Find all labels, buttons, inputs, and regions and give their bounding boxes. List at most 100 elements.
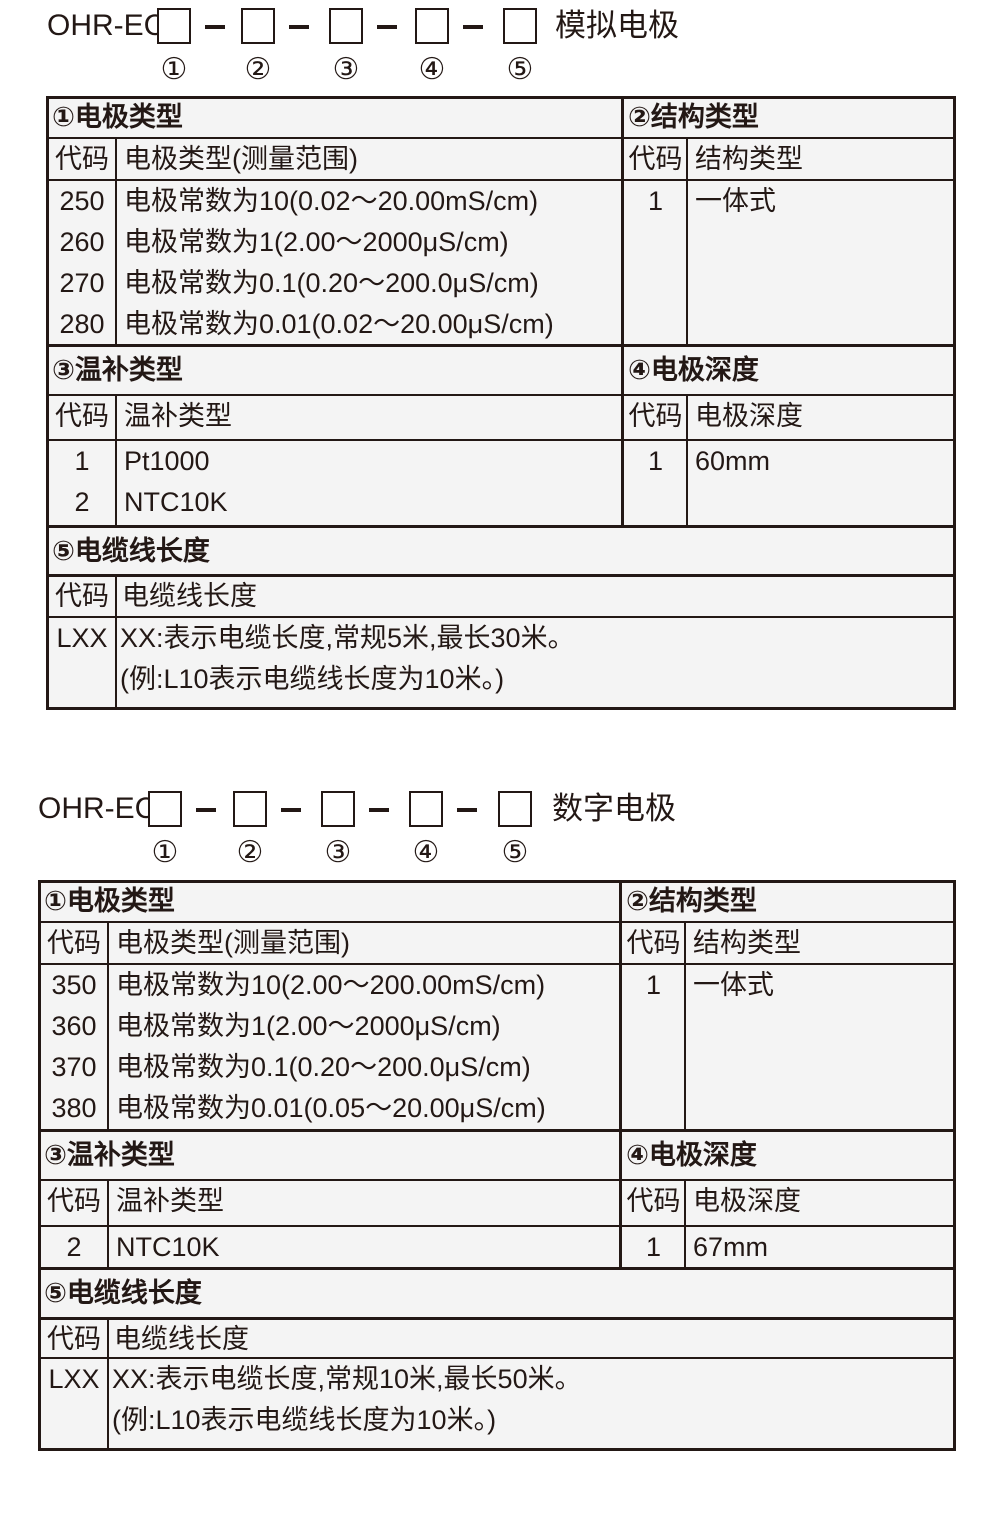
code-slot-box[interactable]	[409, 791, 443, 827]
dash	[281, 808, 301, 812]
divider	[620, 1179, 956, 1181]
code-slot-box[interactable]	[241, 8, 275, 44]
electrode-type-row-code: 360	[51, 1011, 97, 1041]
divider	[684, 922, 686, 1130]
divider	[620, 921, 956, 923]
structure-type-row-desc: 一体式	[693, 970, 774, 1000]
electrode-type-row-code: 280	[59, 309, 105, 339]
divider	[38, 921, 620, 923]
divider	[46, 439, 622, 441]
electrode-type-row-code: 380	[51, 1093, 97, 1123]
electrode-type-row-code: 250	[59, 186, 105, 216]
divider	[107, 1180, 109, 1268]
cable-length-desc: XX:表示电缆长度,常规10米,最长50米。	[112, 1364, 582, 1394]
electrode-depth-row-code: 1	[645, 1232, 662, 1262]
divider	[622, 439, 956, 441]
electrode-depth-header-name: 电极深度	[695, 401, 803, 431]
divider	[38, 963, 620, 965]
cable-length-header-code: 代码	[55, 581, 109, 611]
temp-comp-type-row-code: 2	[74, 487, 90, 517]
temp-comp-type-row-desc: NTC10K	[124, 487, 228, 517]
electrode-type-row-desc: 电极常数为1(2.00～2000μS/cm)	[124, 227, 509, 257]
code-slot-box[interactable]	[329, 8, 363, 44]
divider	[46, 137, 622, 139]
electrode-depth-title: ④电极深度	[626, 1140, 757, 1170]
slot-marker: ③	[324, 836, 352, 869]
electrode-type-header-code: 代码	[47, 928, 101, 958]
electrode-type-row-desc: 电极常数为0.1(0.20～200.0μS/cm)	[124, 268, 539, 298]
slot-marker: ①	[151, 836, 179, 869]
divider	[115, 575, 117, 710]
divider	[686, 395, 688, 526]
cable-length-header-name: 电缆线长度	[114, 1324, 249, 1354]
dash	[205, 25, 225, 29]
slot-marker: ⑤	[501, 836, 529, 869]
electrode-type-title: ①电极类型	[52, 102, 183, 132]
divider	[620, 963, 956, 965]
structure-type-row-desc: 一体式	[695, 186, 776, 216]
slot-marker: ④	[418, 53, 446, 86]
electrode-type-label: 数字电极	[552, 791, 676, 826]
electrode-type-row-desc: 电极常数为1(2.00～2000μS/cm)	[116, 1011, 501, 1041]
dash	[463, 25, 483, 29]
cable-length-code: LXX	[48, 1364, 100, 1394]
cable-length-code: LXX	[56, 623, 108, 653]
dash	[369, 808, 389, 812]
structure-type-row-code: 1	[645, 970, 662, 1000]
code-slot-box[interactable]	[415, 8, 449, 44]
electrode-type-row-code: 270	[59, 268, 105, 298]
divider	[684, 1180, 686, 1268]
structure-type-header-code: 代码	[628, 144, 683, 174]
divider	[107, 922, 109, 1130]
electrode-type-row-desc: 电极常数为0.1(0.20～200.0μS/cm)	[116, 1052, 531, 1082]
electrode-depth-header-name: 电极深度	[693, 1186, 801, 1216]
spec-table	[46, 96, 956, 710]
structure-type-title: ②结构类型	[626, 886, 757, 916]
electrode-type-row-desc: 电极常数为10(0.02～20.00mS/cm)	[124, 186, 539, 216]
electrode-type-header-name: 电极类型(测量范围)	[116, 928, 350, 958]
code-slot-box[interactable]	[503, 8, 537, 44]
electrode-depth-row-desc: 67mm	[693, 1232, 769, 1262]
dash	[196, 808, 216, 812]
code-slot-box[interactable]	[148, 791, 182, 827]
electrode-type-header-code: 代码	[55, 144, 109, 174]
divider	[38, 1357, 956, 1359]
temp-comp-type-row-code: 2	[66, 1232, 82, 1262]
divider	[38, 1316, 956, 1320]
structure-type-header-code: 代码	[626, 928, 681, 958]
code-slot-box[interactable]	[321, 791, 355, 827]
divider	[622, 394, 956, 396]
slot-marker: ①	[160, 53, 188, 86]
electrode-type-row-code: 260	[59, 227, 105, 257]
code-slot-box[interactable]	[157, 8, 191, 44]
electrode-type-row-code: 350	[51, 970, 97, 1000]
temp-comp-type-header-code: 代码	[55, 401, 109, 431]
code-slot-box[interactable]	[498, 791, 532, 827]
electrode-depth-row-code: 1	[647, 446, 664, 476]
slot-marker: ⑤	[506, 53, 534, 86]
divider	[46, 524, 956, 528]
structure-type-header-name: 结构类型	[695, 144, 803, 174]
dash	[289, 25, 309, 29]
slot-marker: ③	[332, 53, 360, 86]
electrode-type-header-name: 电极类型(测量范围)	[124, 144, 358, 174]
divider	[115, 395, 117, 526]
divider	[622, 137, 956, 139]
structure-type-header-name: 结构类型	[693, 928, 801, 958]
divider	[686, 138, 688, 345]
electrode-type-row-desc: 电极常数为10(2.00～200.00mS/cm)	[116, 970, 546, 1000]
code-slot-box[interactable]	[233, 791, 267, 827]
divider	[46, 179, 622, 181]
temp-comp-type-row-desc: Pt1000	[124, 446, 210, 476]
cable-length-desc: (例:L10表示电缆线长度为10米。)	[112, 1405, 497, 1435]
divider	[46, 343, 956, 347]
electrode-depth-header-code: 代码	[628, 401, 683, 431]
cable-length-header-code: 代码	[47, 1324, 101, 1354]
structure-type-title: ②结构类型	[628, 102, 759, 132]
electrode-type-row-code: 370	[51, 1052, 97, 1082]
temp-comp-type-title: ③温补类型	[44, 1140, 175, 1170]
divider	[46, 616, 956, 618]
cable-length-desc: (例:L10表示电缆线长度为10米。)	[120, 664, 505, 694]
electrode-type-row-desc: 电极常数为0.01(0.05～20.00μS/cm)	[116, 1093, 546, 1123]
divider	[620, 1225, 956, 1227]
